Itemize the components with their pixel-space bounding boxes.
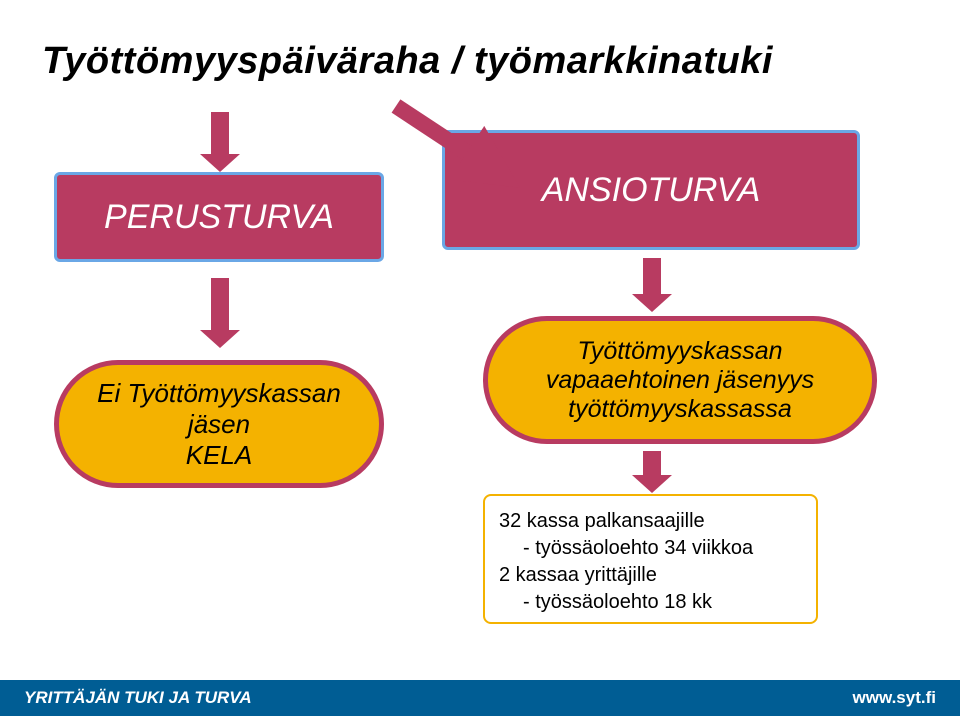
box-perusturva: PERUSTURVA xyxy=(54,172,384,262)
arrow-kassa-to-info xyxy=(630,451,674,493)
box-kela-line3: KELA xyxy=(69,440,369,471)
box-kela-text: Ei Työttömyyskassan jäsen KELA xyxy=(59,378,379,471)
box-perusturva-label: PERUSTURVA xyxy=(57,198,381,237)
footer-left-text: YRITTÄJÄN TUKI JA TURVA xyxy=(24,688,252,708)
box-kassa-line1: Työttömyyskassan xyxy=(498,337,862,366)
box-kela-line2: jäsen xyxy=(69,409,369,440)
info-line3: 2 kassaa yrittäjille xyxy=(499,562,802,589)
info-line4: - työssäoloehto 18 kk xyxy=(499,589,802,616)
info-line2: - työssäoloehto 34 viikkoa xyxy=(499,535,802,562)
footer-right-text: www.syt.fi xyxy=(853,688,936,708)
info-box: 32 kassa palkansaajille - työssäoloehto … xyxy=(483,494,818,624)
footer-bar: YRITTÄJÄN TUKI JA TURVA www.syt.fi xyxy=(0,680,960,716)
box-kassa-line2: vapaaehtoinen jäsenyys xyxy=(498,366,862,395)
arrow-perusturva-to-kela xyxy=(198,278,242,348)
box-kassa: Työttömyyskassan vapaaehtoinen jäsenyys … xyxy=(483,316,877,444)
box-kela-line1: Ei Työttömyyskassan xyxy=(69,378,369,409)
arrow-title-to-ansioturva xyxy=(372,82,520,196)
slide-title: Työttömyyspäiväraha / työmarkkinatuki xyxy=(42,40,773,83)
box-kassa-text: Työttömyyskassan vapaaehtoinen jäsenyys … xyxy=(488,337,872,424)
box-kassa-line3: työttömyyskassassa xyxy=(498,395,862,424)
box-kela: Ei Työttömyyskassan jäsen KELA xyxy=(54,360,384,488)
info-line1: 32 kassa palkansaajille xyxy=(499,508,802,535)
arrow-title-to-perusturva xyxy=(198,112,242,172)
arrow-ansioturva-to-kassa xyxy=(630,258,674,312)
